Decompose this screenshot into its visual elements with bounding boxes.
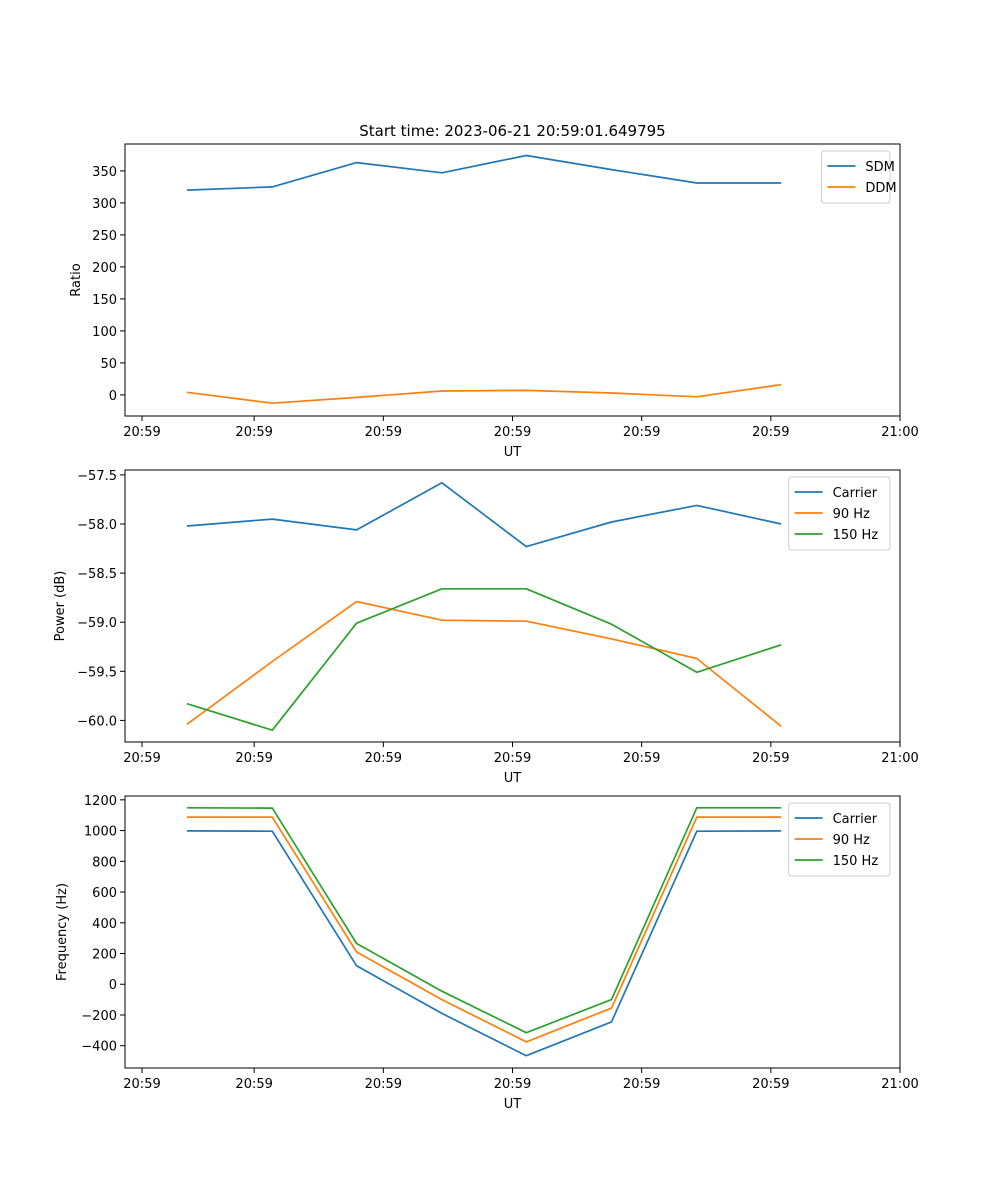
series-layer xyxy=(186,806,782,1057)
legend-label: 150 Hz xyxy=(833,528,879,543)
x-axis-label: UT xyxy=(504,771,522,786)
y-axis-label: Power (dB) xyxy=(53,571,68,642)
legend-label: DDM xyxy=(865,181,896,196)
x-tick-label: 21:00 xyxy=(881,1077,918,1092)
x-tick-label: 20:59 xyxy=(494,425,531,440)
y-tick-label: −58.0 xyxy=(77,518,117,533)
y-tick-label: −59.0 xyxy=(77,616,117,631)
y-tick-label: 200 xyxy=(92,261,117,276)
y-axis-ticks: 0 50 100 150 200 250 300 350 xyxy=(92,165,125,404)
y-tick-label: 0 xyxy=(109,978,117,993)
y-tick-label: 1000 xyxy=(84,825,117,840)
x-tick-label: 20:59 xyxy=(365,425,402,440)
series-line-150-hz xyxy=(186,806,782,1034)
x-tick-label: 20:59 xyxy=(365,751,402,766)
x-tick-label: 20:59 xyxy=(365,1077,402,1092)
legend-label: 150 Hz xyxy=(833,854,879,869)
series-line-90-hz xyxy=(186,600,782,727)
legend: Carrier 90 Hz 150 Hz xyxy=(788,476,891,551)
series-line-150-hz xyxy=(186,587,782,732)
legend: SDM DDM xyxy=(820,150,897,204)
x-tick-label: 20:59 xyxy=(752,425,789,440)
x-tick-label: 20:59 xyxy=(123,751,160,766)
series-layer xyxy=(186,154,782,405)
y-axis-ticks: −400 −200 0 200 400 600 800 1000 1200 xyxy=(81,794,125,1055)
series-line-ddm xyxy=(186,383,782,405)
panel-ratio: Start time: 2023-06-21 20:59:01.649795 2… xyxy=(69,122,919,460)
y-tick-label: 300 xyxy=(92,197,117,212)
legend-box xyxy=(788,802,891,877)
panel-power: 20:59 20:59 20:59 20:59 20:59 20:59 21:00 −60.… xyxy=(53,469,919,786)
x-tick-label: 20:59 xyxy=(123,1077,160,1092)
y-tick-label: 250 xyxy=(92,229,117,244)
legend-label: SDM xyxy=(865,160,894,175)
x-tick-label: 20:59 xyxy=(235,425,272,440)
x-axis-ticks: 20:59 20:59 20:59 20:59 20:59 20:59 21:00 xyxy=(123,416,919,440)
panel-frequency: 20:59 20:59 20:59 20:59 20:59 20:59 21:00 −400… xyxy=(55,794,919,1112)
x-tick-label: 20:59 xyxy=(752,751,789,766)
x-tick-label: 20:59 xyxy=(123,425,160,440)
y-tick-label: −200 xyxy=(81,1009,117,1024)
y-tick-label: 150 xyxy=(92,293,117,308)
legend-label: 90 Hz xyxy=(833,507,870,522)
y-tick-label: 100 xyxy=(92,325,117,340)
y-tick-label: 350 xyxy=(92,165,117,180)
x-axis-ticks: 20:59 20:59 20:59 20:59 20:59 20:59 21:00 xyxy=(123,1068,919,1092)
x-tick-label: 20:59 xyxy=(623,1077,660,1092)
legend: Carrier 90 Hz 150 Hz xyxy=(788,802,891,877)
y-tick-label: 0 xyxy=(109,389,117,404)
y-tick-label: 400 xyxy=(92,917,117,932)
series-layer xyxy=(186,481,782,732)
x-tick-label: 20:59 xyxy=(752,1077,789,1092)
x-tick-label: 20:59 xyxy=(494,751,531,766)
y-tick-label: 1200 xyxy=(84,794,117,809)
x-tick-label: 20:59 xyxy=(623,751,660,766)
x-tick-label: 20:59 xyxy=(623,425,660,440)
legend-label: Carrier xyxy=(833,812,878,827)
y-tick-label: −60.0 xyxy=(77,714,117,729)
y-axis-ticks: −60.0 −59.5 −59.0 −58.5 −58.0 −57.5 xyxy=(77,469,125,729)
y-tick-label: −400 xyxy=(81,1040,117,1055)
x-axis-label: UT xyxy=(504,1097,522,1112)
y-tick-label: −58.5 xyxy=(77,567,117,582)
legend-box xyxy=(788,476,891,551)
y-axis-label: Frequency (Hz) xyxy=(55,883,70,981)
series-line-carrier xyxy=(186,481,782,548)
series-line-carrier xyxy=(186,830,782,1057)
y-tick-label: 600 xyxy=(92,886,117,901)
x-tick-label: 20:59 xyxy=(235,1077,272,1092)
y-tick-label: −57.5 xyxy=(77,469,117,484)
series-line-sdm xyxy=(186,154,782,191)
x-tick-label: 21:00 xyxy=(881,425,918,440)
y-axis-label: Ratio xyxy=(69,263,84,296)
legend-label: Carrier xyxy=(833,486,878,501)
y-tick-label: −59.5 xyxy=(77,665,117,680)
legend-box xyxy=(820,150,891,204)
y-tick-label: 200 xyxy=(92,948,117,963)
series-line-90-hz xyxy=(187,816,782,1043)
y-tick-label: 800 xyxy=(92,855,117,870)
x-tick-label: 20:59 xyxy=(494,1077,531,1092)
x-axis-label: UT xyxy=(504,445,522,460)
x-axis-ticks: 20:59 20:59 20:59 20:59 20:59 20:59 21:00 xyxy=(123,742,919,766)
y-tick-label: 50 xyxy=(100,357,117,372)
legend-label: 90 Hz xyxy=(833,833,870,848)
x-tick-label: 20:59 xyxy=(235,751,272,766)
chart-title: Start time: 2023-06-21 20:59:01.649795 xyxy=(359,122,665,140)
x-tick-label: 21:00 xyxy=(881,751,918,766)
